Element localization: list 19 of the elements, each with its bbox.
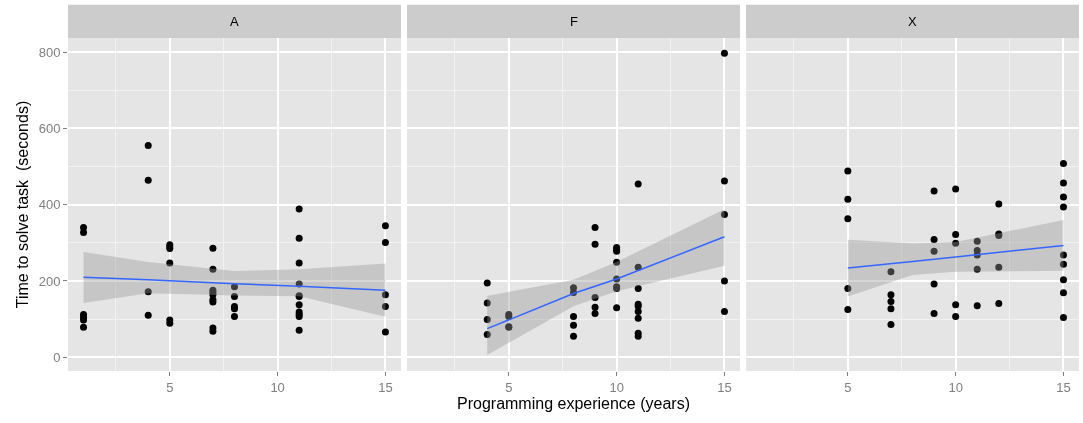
- x-tick-label: 5: [844, 379, 852, 395]
- chart-title: X: [908, 14, 917, 29]
- x-tick-label: 5: [505, 379, 513, 395]
- y-tick-label: 800: [38, 44, 61, 60]
- x-tick-label: 15: [378, 379, 393, 395]
- x-tick-label: 15: [1056, 379, 1071, 395]
- chart-title: A: [230, 14, 239, 29]
- x-tick-label: 15: [717, 379, 732, 395]
- x-tick-label: 10: [948, 379, 963, 395]
- x-tick-label: 10: [270, 379, 285, 395]
- chart-title: F: [570, 14, 578, 29]
- x-tick-label: 10: [609, 379, 624, 395]
- y-axis-title: Time to solve task (seconds): [13, 100, 31, 309]
- x-axis-title: Programming experience (years): [457, 395, 690, 413]
- y-tick-label: 0: [53, 349, 61, 365]
- y-tick-label: 400: [38, 197, 61, 213]
- x-tick-label: 5: [166, 379, 174, 395]
- y-tick-label: 600: [38, 120, 61, 136]
- y-tick-label: 200: [38, 273, 61, 289]
